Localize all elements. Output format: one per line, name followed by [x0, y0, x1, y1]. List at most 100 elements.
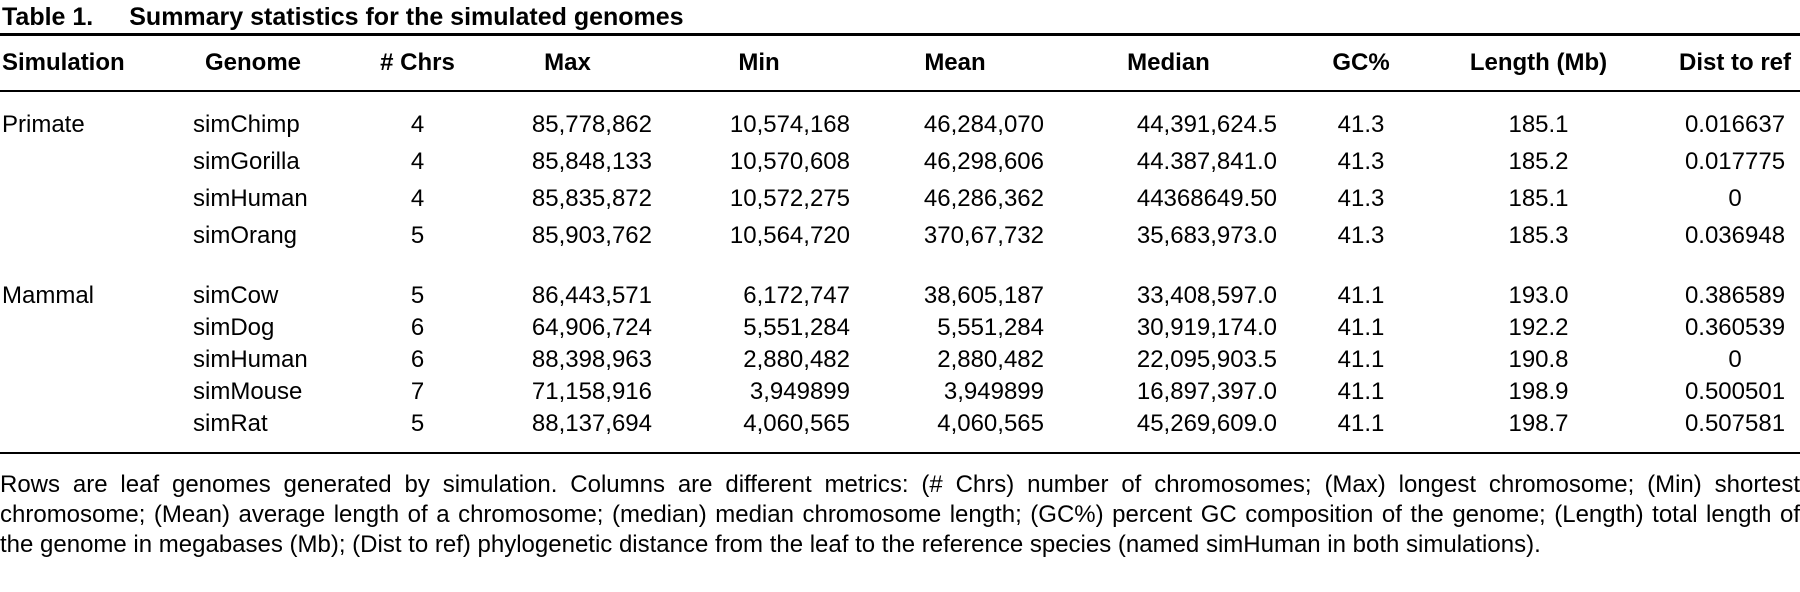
- length-cell: 185.1: [1508, 110, 1569, 138]
- genome-cell: simChimp: [193, 110, 300, 138]
- col-header-dist-to-ref: Dist to ref: [1640, 36, 1800, 92]
- mean-cell: 4,060,565: [937, 410, 1044, 437]
- chrs-cell: 6: [410, 314, 425, 341]
- median-cell: 30,919,174.0: [1136, 314, 1277, 341]
- median-cell: 44,391,624.5: [1136, 110, 1277, 138]
- genome-cell: simRat: [193, 410, 268, 437]
- length-cell: 198.7: [1508, 410, 1569, 437]
- median-cell: 45,269,609.0: [1136, 410, 1277, 437]
- genome-cell: simOrang: [193, 221, 298, 249]
- table-row-simrat: simRat 5 88,137,694 4,060,565 4,060,565 …: [0, 408, 1800, 453]
- gc-cell: 41.3: [1337, 221, 1385, 249]
- mean-cell: 3,949899: [943, 378, 1044, 405]
- table-row-simcow: Mammal simCow 5 86,443,571 6,172,747 38,…: [0, 280, 1800, 312]
- dist-cell: 0.507581: [1684, 410, 1786, 437]
- simulation-cell: Primate: [2, 110, 85, 138]
- median-cell: 35,683,973.0: [1136, 221, 1277, 249]
- summary-statistics-table: Simulation Genome # Chrs Max Min Mean Me…: [0, 36, 1800, 454]
- table-row-simdog: simDog 6 64,906,724 5,551,284 5,551,284 …: [0, 312, 1800, 344]
- spacer-cell: [0, 254, 1800, 280]
- length-cell: 185.2: [1508, 147, 1569, 175]
- length-cell: 193.0: [1508, 282, 1569, 309]
- table-label: Table 1.: [2, 3, 94, 31]
- mean-cell: 38,605,187: [923, 282, 1044, 309]
- length-cell: 198.9: [1508, 378, 1569, 405]
- dist-cell: 0: [1728, 346, 1742, 373]
- gc-cell: 41.3: [1337, 147, 1385, 175]
- median-cell: 44368649.50: [1136, 184, 1277, 212]
- col-header-chrs: # Chrs: [360, 36, 475, 92]
- dist-cell: 0.016637: [1684, 110, 1786, 138]
- length-cell: 185.1: [1508, 184, 1569, 212]
- dist-cell: 0.017775: [1684, 147, 1786, 175]
- col-header-max: Max: [475, 36, 660, 92]
- median-cell: 22,095,903.5: [1136, 346, 1277, 373]
- col-header-genome: Genome: [190, 36, 360, 92]
- mean-cell: 46,284,070: [923, 110, 1044, 138]
- table-caption: Summary statistics for the simulated gen…: [129, 3, 684, 31]
- mean-cell: 370,67,732: [923, 221, 1044, 249]
- col-header-gc: GC%: [1285, 36, 1437, 92]
- simulation-cell: [0, 217, 190, 254]
- min-cell: 6,172,747: [743, 282, 850, 309]
- chrs-cell: 5: [410, 221, 425, 249]
- max-cell: 71,158,916: [531, 378, 652, 405]
- dist-cell: 0.386589: [1684, 282, 1786, 309]
- simulation-cell: [0, 408, 190, 453]
- min-cell: 10,570,608: [729, 147, 850, 175]
- genome-cell: simDog: [193, 314, 275, 341]
- simulation-cell: Mammal: [2, 282, 95, 309]
- simulation-cell: [0, 376, 190, 408]
- length-cell: 190.8: [1508, 346, 1569, 373]
- min-cell: 2,880,482: [743, 346, 850, 373]
- genome-cell: simCow: [193, 282, 279, 309]
- header-row: Simulation Genome # Chrs Max Min Mean Me…: [0, 36, 1800, 92]
- col-header-mean: Mean: [858, 36, 1052, 92]
- dist-cell: 0.360539: [1684, 314, 1786, 341]
- gc-cell: 41.3: [1337, 110, 1385, 138]
- median-cell: 33,408,597.0: [1136, 282, 1277, 309]
- chrs-cell: 4: [410, 110, 425, 138]
- max-cell: 88,398,963: [531, 346, 652, 373]
- genome-cell: simHuman: [193, 184, 308, 212]
- chrs-cell: 5: [410, 282, 425, 309]
- table-row-simgorilla: simGorilla 4 85,848,133 10,570,608 46,29…: [0, 143, 1800, 180]
- median-cell: 44.387,841.0: [1136, 147, 1277, 175]
- length-cell: 185.3: [1508, 221, 1569, 249]
- chrs-cell: 4: [410, 184, 425, 212]
- simulation-cell: [0, 180, 190, 217]
- mean-cell: 5,551,284: [937, 314, 1044, 341]
- gc-cell: 41.1: [1337, 282, 1385, 309]
- gc-cell: 41.1: [1337, 314, 1385, 341]
- gc-cell: 41.3: [1337, 184, 1385, 212]
- section-spacer: [0, 254, 1800, 280]
- simulation-cell: [0, 143, 190, 180]
- min-cell: 5,551,284: [743, 314, 850, 341]
- dist-cell: 0.500501: [1684, 378, 1786, 405]
- table-row-simmouse: simMouse 7 71,158,916 3,949899 3,949899 …: [0, 376, 1800, 408]
- gc-cell: 41.1: [1337, 346, 1385, 373]
- min-cell: 4,060,565: [743, 410, 850, 437]
- simulation-cell: [0, 312, 190, 344]
- col-header-length: Length (Mb): [1437, 36, 1640, 92]
- table-row-simhuman-mammal: simHuman 6 88,398,963 2,880,482 2,880,48…: [0, 344, 1800, 376]
- max-cell: 85,778,862: [531, 110, 652, 138]
- dist-cell: 0: [1728, 184, 1742, 212]
- min-cell: 10,572,275: [729, 184, 850, 212]
- max-cell: 64,906,724: [531, 314, 652, 341]
- max-cell: 85,848,133: [531, 147, 652, 175]
- table-title-row: Table 1. Summary statistics for the simul…: [0, 0, 1800, 36]
- max-cell: 88,137,694: [531, 410, 652, 437]
- max-cell: 85,835,872: [531, 184, 652, 212]
- max-cell: 86,443,571: [531, 282, 652, 309]
- col-header-median: Median: [1052, 36, 1285, 92]
- genome-cell: simGorilla: [193, 147, 300, 175]
- table-row-simorang: simOrang 5 85,903,762 10,564,720 370,67,…: [0, 217, 1800, 254]
- mean-cell: 46,286,362: [923, 184, 1044, 212]
- min-cell: 3,949899: [749, 378, 850, 405]
- chrs-cell: 6: [410, 346, 425, 373]
- simulation-cell: [0, 344, 190, 376]
- gc-cell: 41.1: [1337, 410, 1385, 437]
- col-header-simulation: Simulation: [0, 36, 190, 92]
